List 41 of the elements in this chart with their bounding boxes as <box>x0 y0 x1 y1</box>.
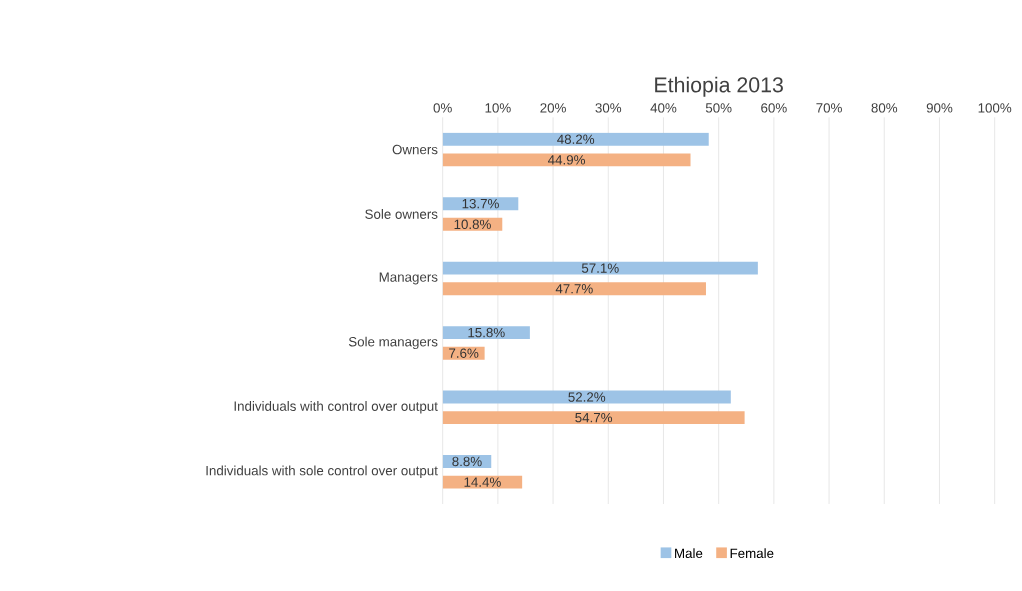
x-tick-label: 70% <box>816 103 842 113</box>
data-label: 48.2% <box>557 134 595 144</box>
y-tick-label: Individuals with sole control over output <box>206 465 438 478</box>
data-label: 14.4% <box>464 477 501 487</box>
y-tick-label: Individuals with control over output <box>234 401 438 414</box>
y-tick-label: Managers <box>379 272 438 285</box>
x-tick-label: 40% <box>650 103 677 113</box>
bar <box>442 197 519 211</box>
data-label: 7.6% <box>449 348 479 358</box>
bar <box>442 390 731 404</box>
bar <box>442 326 530 340</box>
data-label: 13.7% <box>462 198 499 209</box>
legend-label: Male <box>675 548 703 559</box>
data-label: 54.7% <box>575 412 613 423</box>
bar <box>442 132 709 146</box>
x-tick-label: 60% <box>761 103 787 113</box>
data-label: 44.9% <box>548 155 586 165</box>
data-label: 15.8% <box>468 327 505 338</box>
data-label: 8.8% <box>452 456 482 467</box>
data-label: 52.2% <box>568 392 606 402</box>
chart-title: Ethiopia 2013 <box>655 76 783 97</box>
x-tick-label: 80% <box>871 103 898 113</box>
x-tick-label: 100% <box>978 103 1012 113</box>
x-tick-label: 90% <box>926 103 953 113</box>
bar <box>442 411 745 425</box>
data-label: 47.7% <box>555 284 593 294</box>
bar <box>442 282 706 296</box>
bar <box>442 153 691 167</box>
x-tick-label: 20% <box>540 103 566 113</box>
x-tick-label: 10% <box>485 103 511 113</box>
y-tick-label: Sole managers <box>348 336 438 350</box>
bar <box>442 475 523 489</box>
x-tick-label: 0% <box>433 103 452 113</box>
data-label: 10.8% <box>454 219 491 230</box>
x-tick-label: 50% <box>705 103 732 113</box>
y-tick-label: Owners <box>392 144 438 155</box>
x-tick-label: 30% <box>595 103 622 113</box>
data-label: 57.1% <box>581 263 619 273</box>
legend-label: Female <box>730 548 774 559</box>
bar <box>442 261 758 275</box>
y-tick-label: Sole owners <box>365 209 438 219</box>
